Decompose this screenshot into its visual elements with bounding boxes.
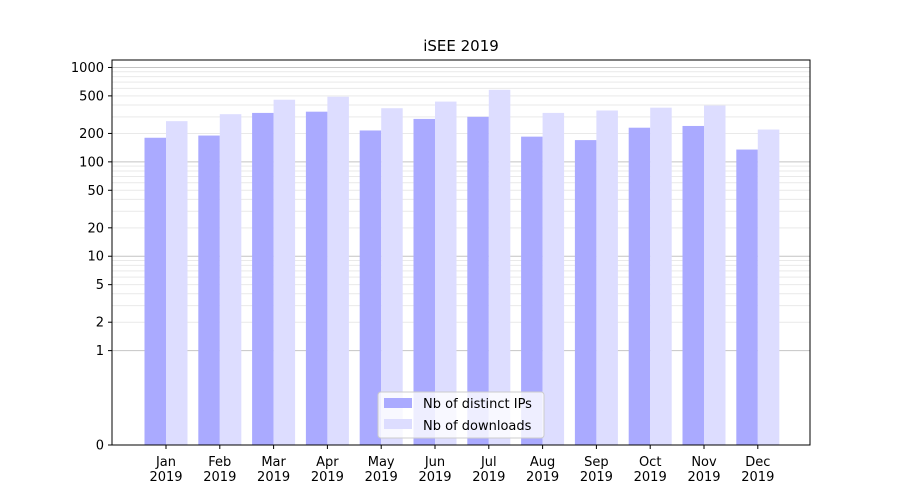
y-tick-label: 5 xyxy=(96,278,104,293)
chart-title: iSEE 2019 xyxy=(423,37,499,55)
x-tick-label: Dec 2019 xyxy=(741,455,774,485)
bar-ips xyxy=(252,112,274,446)
y-tick-label: 50 xyxy=(87,184,104,199)
legend-swatch-ips xyxy=(384,398,412,408)
y-tick-label: 500 xyxy=(79,89,104,104)
legend: Nb of distinct IPs Nb of downloads xyxy=(377,391,545,439)
x-tick-label: May 2019 xyxy=(365,455,398,485)
bar-ips xyxy=(736,149,758,445)
y-tick-label: 0 xyxy=(96,439,104,454)
bars xyxy=(144,89,780,446)
x-tick-label: Jul 2019 xyxy=(472,455,505,485)
y-tick-label: 200 xyxy=(79,127,104,142)
x-tick-label: Jan 2019 xyxy=(149,455,182,485)
bar-downloads xyxy=(327,96,349,445)
y-tick-label: 2 xyxy=(96,316,104,331)
y-tick-label: 20 xyxy=(87,221,104,236)
y-tick-label: 1 xyxy=(96,344,104,359)
x-tick-label: Aug 2019 xyxy=(526,455,559,485)
x-tick-label: Jun 2019 xyxy=(418,455,451,485)
legend-label-downloads: Nb of downloads xyxy=(423,419,532,434)
bar-ips xyxy=(521,136,543,445)
bar-downloads xyxy=(488,89,511,445)
x-tick-label: Nov 2019 xyxy=(687,455,720,485)
x-tick-label: Sep 2019 xyxy=(580,455,613,485)
bar-downloads xyxy=(219,114,242,445)
bar-ips xyxy=(628,127,651,445)
legend-swatch-downloads xyxy=(384,419,412,429)
y-tick-label: 10 xyxy=(87,250,104,265)
bar-downloads xyxy=(542,112,565,446)
bar-ips xyxy=(682,125,704,445)
bar-ips xyxy=(413,118,435,446)
legend-box xyxy=(377,391,545,439)
bar-downloads xyxy=(381,108,403,445)
bar-downloads xyxy=(650,107,672,445)
bar-ips xyxy=(144,137,166,445)
x-tick-label: Mar 2019 xyxy=(257,455,290,485)
bar-ips xyxy=(467,116,489,446)
x-tick-label: Oct 2019 xyxy=(634,455,667,485)
bar-ips xyxy=(574,140,597,445)
bar-downloads xyxy=(704,105,726,445)
y-tick-label: 1000 xyxy=(71,61,104,76)
legend-label-ips: Nb of distinct IPs xyxy=(423,397,532,412)
x-tick-label: Feb 2019 xyxy=(203,455,236,485)
bar-downloads xyxy=(596,110,618,445)
bar-downloads xyxy=(273,99,296,445)
y-axis: 0 1 2 5 10 20 50 100 200 500 1000 xyxy=(71,61,112,454)
bar-ips xyxy=(359,130,382,446)
bar-downloads xyxy=(435,101,457,445)
x-tick-label: Apr 2019 xyxy=(311,455,344,485)
y-tick-label: 100 xyxy=(79,155,104,170)
x-axis: Jan 2019 Feb 2019 Mar 2019 Apr 2019 May 2019 Jun 20… xyxy=(149,445,774,485)
plot-frame xyxy=(111,59,811,446)
bar-downloads xyxy=(166,121,188,446)
bar-ips xyxy=(198,135,220,445)
bar-downloads xyxy=(757,129,780,446)
bar-ips xyxy=(305,111,328,446)
